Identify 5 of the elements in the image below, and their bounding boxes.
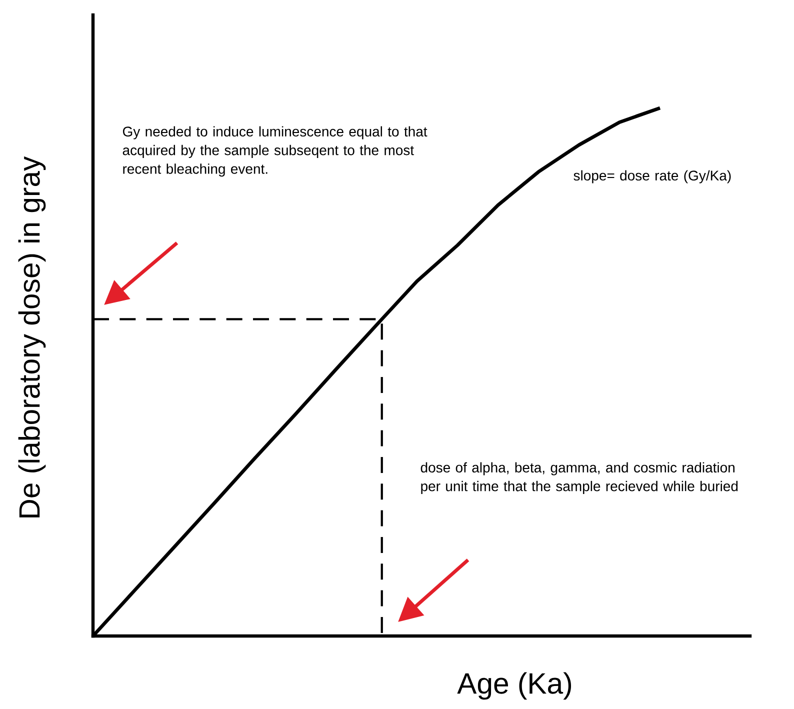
annotation: Gy needed to induce luminescence equal to that acquired by the sample subseqent to the most recent bleaching event. — [122, 126, 428, 177]
y-axis-title: De (laboratory dose) in gray — [18, 156, 46, 518]
annotation: slope= dose rate (Gy/Ka) — [574, 170, 731, 184]
x-axis-title: Age (Ka) — [457, 672, 572, 700]
annotation: dose of alpha, beta, gamma, and cosmic radiation per unit time that the sample recieved while buried — [420, 462, 738, 494]
